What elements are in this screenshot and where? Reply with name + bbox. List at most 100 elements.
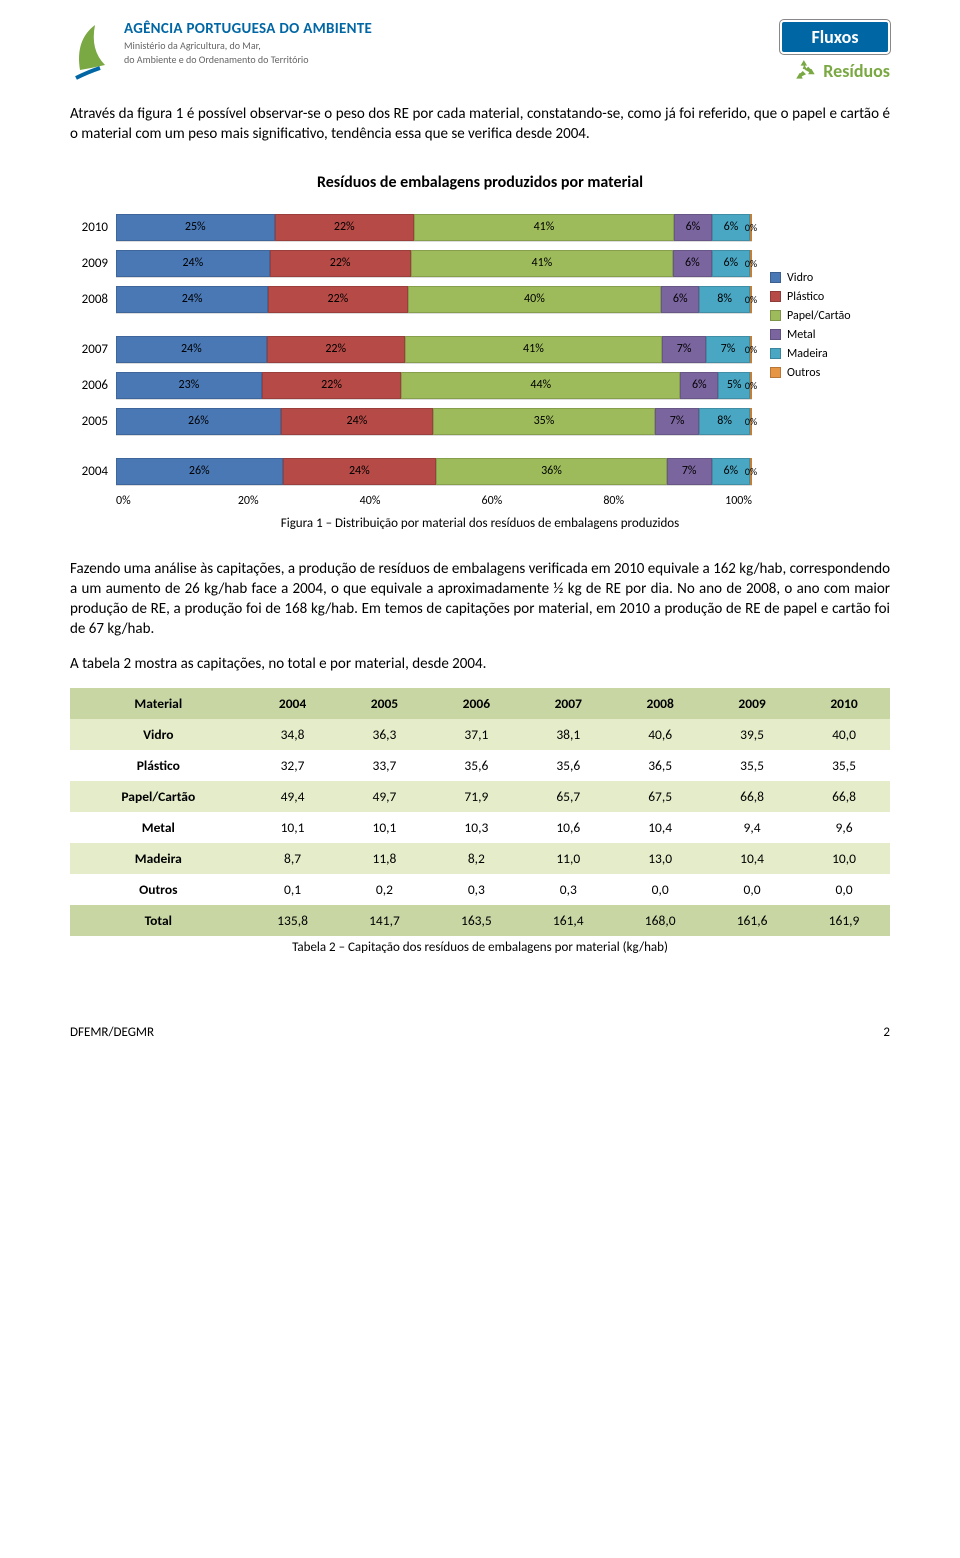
bar-segment-outros: 0% (750, 286, 752, 313)
bar-segment-papelcarto: 35% (433, 408, 655, 435)
bar-segment-plstico: 22% (267, 336, 405, 363)
legend-item-metal: Metal (770, 328, 890, 342)
year-label: 2010 (70, 220, 116, 235)
bar-segment-outros: 0% (750, 250, 752, 277)
bar-segment-plstico: 22% (268, 286, 407, 313)
table-header-cell: 2008 (614, 688, 706, 719)
table-cell: 10,0 (798, 843, 890, 874)
bar-segment-metal: 7% (667, 458, 712, 485)
residuos-badge: Resíduos (780, 58, 890, 84)
table-cell: 10,6 (522, 812, 614, 843)
table-cell: 49,7 (339, 781, 431, 812)
agency-sub1: Ministério da Agricultura, do Mar, (124, 40, 372, 52)
table-cell: 37,1 (430, 719, 522, 750)
table-header-cell: 2010 (798, 688, 890, 719)
legend-label: Plástico (787, 290, 824, 304)
table-row-label: Outros (70, 874, 247, 905)
footer-page-number: 2 (883, 1025, 890, 1040)
legend-swatch (770, 291, 781, 302)
table-cell: 161,4 (522, 905, 614, 936)
legend-label: Madeira (787, 347, 828, 361)
table-row: Outros0,10,20,30,30,00,00,0 (70, 874, 890, 905)
axis-tick: 60% (481, 494, 603, 508)
table-header-row: Material2004200520062007200820092010 (70, 688, 890, 719)
table-header-cell: 2005 (339, 688, 431, 719)
table-cell: 35,6 (430, 750, 522, 781)
table-cell: 9,6 (798, 812, 890, 843)
axis-tick: 100% (725, 494, 752, 508)
bar-segment-papelcarto: 41% (414, 214, 674, 241)
capitacoes-table: Material2004200520062007200820092010Vidr… (70, 688, 890, 936)
bar-segment-outros: 0% (750, 336, 752, 363)
table-cell: 0,0 (798, 874, 890, 905)
table-cell: 10,1 (247, 812, 339, 843)
bar-segment-plstico: 22% (262, 372, 401, 399)
legend-swatch (770, 367, 781, 378)
year-label: 2005 (70, 414, 116, 429)
bar-segment-vidro: 24% (116, 336, 267, 363)
table-cell: 35,5 (706, 750, 798, 781)
table-cell: 38,1 (522, 719, 614, 750)
legend-label: Papel/Cartão (787, 309, 851, 323)
table-cell: 66,8 (706, 781, 798, 812)
legend-swatch (770, 310, 781, 321)
agency-logo-block: AGÊNCIA PORTUGUESA DO AMBIENTE Ministéri… (70, 20, 372, 80)
table-cell: 0,0 (614, 874, 706, 905)
bar-segment-papelcarto: 41% (411, 250, 674, 277)
axis-tick: 20% (238, 494, 360, 508)
table-cell: 39,5 (706, 719, 798, 750)
bar-track: 24%22%41%6%6%0% (116, 250, 752, 278)
legend-swatch (770, 272, 781, 283)
chart-row-2010: 201025%22%41%6%6%0% (70, 214, 752, 242)
legend-label: Outros (787, 366, 820, 380)
table-cell: 161,6 (706, 905, 798, 936)
bar-segment-metal: 7% (655, 408, 699, 435)
table-row-label: Metal (70, 812, 247, 843)
bar-segment-madeira: 8% (699, 408, 750, 435)
apa-leaf-icon (70, 20, 116, 80)
bar-segment-vidro: 24% (116, 250, 270, 277)
bar-segment-madeira: 7% (706, 336, 750, 363)
chart-x-axis: 0%20%40%60%80%100% (116, 494, 752, 508)
legend-item-madeira: Madeira (770, 347, 890, 361)
agency-title: AGÊNCIA PORTUGUESA DO AMBIENTE (124, 20, 372, 38)
chart-bars: 201025%22%41%6%6%0%200924%22%41%6%6%0%20… (70, 206, 752, 508)
table-cell: 0,0 (706, 874, 798, 905)
chart-row-2009: 200924%22%41%6%6%0% (70, 250, 752, 278)
page-header: AGÊNCIA PORTUGUESA DO AMBIENTE Ministéri… (70, 20, 890, 84)
table-row-label: Papel/Cartão (70, 781, 247, 812)
table-header-cell: 2006 (430, 688, 522, 719)
legend-item-vidro: Vidro (770, 271, 890, 285)
table-cell: 141,7 (339, 905, 431, 936)
bar-track: 24%22%41%7%7%0% (116, 336, 752, 364)
bar-segment-vidro: 26% (116, 458, 283, 485)
table-cell: 35,5 (798, 750, 890, 781)
table-cell: 10,4 (614, 812, 706, 843)
chart-title: Resíduos de embalagens produzidos por ma… (70, 173, 890, 192)
table-header-cell: 2007 (522, 688, 614, 719)
bar-segment-outros: 0% (750, 214, 752, 241)
bar-segment-metal: 6% (673, 250, 711, 277)
table-cell: 0,1 (247, 874, 339, 905)
bar-track: 26%24%35%7%8%0% (116, 408, 752, 436)
table-cell: 65,7 (522, 781, 614, 812)
legend-swatch (770, 348, 781, 359)
bar-segment-outros: 0% (750, 408, 752, 435)
year-label: 2007 (70, 342, 116, 357)
bar-track: 25%22%41%6%6%0% (116, 214, 752, 242)
bar-segment-papelcarto: 40% (408, 286, 662, 313)
table-row: Plástico32,733,735,635,636,535,535,5 (70, 750, 890, 781)
table-cell: 8,2 (430, 843, 522, 874)
legend-item-outros: Outros (770, 366, 890, 380)
table-cell: 168,0 (614, 905, 706, 936)
bar-segment-outros: 0% (750, 458, 752, 485)
table-header-cell: 2004 (247, 688, 339, 719)
table-row-label: Total (70, 905, 247, 936)
legend-swatch (770, 329, 781, 340)
table-row: Vidro34,836,337,138,140,639,540,0 (70, 719, 890, 750)
table-cell: 10,1 (339, 812, 431, 843)
axis-tick: 40% (360, 494, 482, 508)
chart-row-2006: 200623%22%44%6%5%0% (70, 372, 752, 400)
agency-sub2: do Ambiente e do Ordenamento do Territór… (124, 54, 372, 66)
table-cell: 36,5 (614, 750, 706, 781)
